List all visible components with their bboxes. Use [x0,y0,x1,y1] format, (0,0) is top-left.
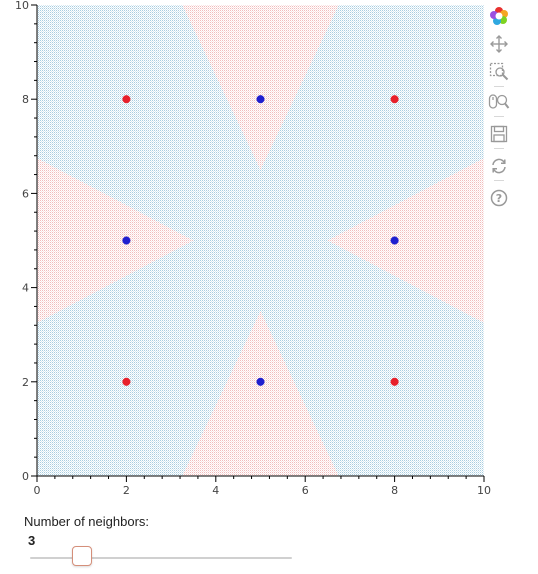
neighbors-slider: Number of neighbors: 3 [24,514,304,566]
y-tick-label: 0 [22,470,29,483]
box-zoom-icon[interactable] [486,60,512,84]
help-icon[interactable]: ? [486,186,512,210]
region-red [37,158,194,323]
red-point [122,377,131,386]
blue-point [256,377,265,386]
y-tick-label: 4 [22,282,29,295]
bokeh-logo-icon[interactable] [486,4,512,28]
toolbar-separator [494,148,504,149]
data-points [122,95,399,386]
decision-regions [37,5,484,476]
slider-track[interactable] [30,557,292,559]
x-tick-label: 8 [391,484,398,497]
reset-icon[interactable] [486,154,512,178]
blue-point [256,95,265,104]
y-tick-label: 10 [15,0,29,12]
knn-decision-plot[interactable]: 0 2 4 6 8 10 0 2 4 6 8 10 [0,0,538,505]
toolbar-separator [494,116,504,117]
blue-point [122,236,131,245]
slider-title: Number of neighbors: [24,514,150,529]
blue-point [390,236,399,245]
red-point [122,95,131,104]
region-red [182,5,339,170]
red-point [390,95,399,104]
x-tick-label: 10 [477,484,491,497]
x-tick-label: 6 [302,484,309,497]
region-red [182,311,339,476]
red-point [390,377,399,386]
slider-value: 3 [28,533,36,548]
axes: 0 2 4 6 8 10 0 2 4 6 8 10 [15,0,491,497]
save-icon[interactable] [486,122,512,146]
y-tick-label: 8 [22,93,29,106]
x-tick-label: 0 [34,484,41,497]
wheel-zoom-icon[interactable] [486,90,512,114]
svg-text:?: ? [496,192,502,205]
y-tick-label: 6 [22,187,29,200]
x-tick-label: 4 [212,484,219,497]
toolbar-separator [494,86,504,87]
x-tick-label: 2 [123,484,130,497]
pan-icon[interactable] [486,32,512,56]
y-tick-label: 2 [22,376,29,389]
slider-handle[interactable] [72,546,93,566]
toolbar-separator [494,180,504,181]
region-red [327,158,484,323]
